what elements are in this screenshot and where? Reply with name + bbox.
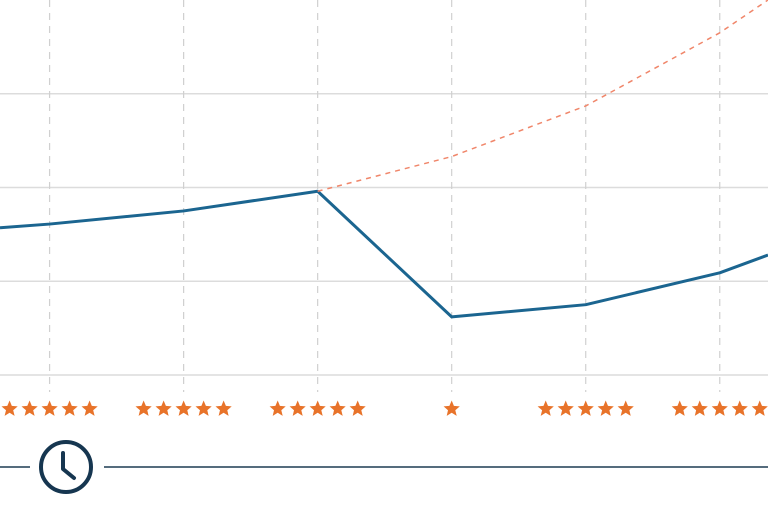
rating-star xyxy=(617,400,634,416)
series-line xyxy=(317,0,768,192)
rating-star xyxy=(61,400,78,416)
clock-icon[interactable] xyxy=(39,440,93,494)
clock-face xyxy=(39,440,93,494)
rating-star xyxy=(597,400,614,416)
rating-star xyxy=(691,400,708,416)
rating-star xyxy=(443,400,460,416)
clock-hands xyxy=(61,451,76,480)
rating-star xyxy=(41,400,58,416)
rating-star xyxy=(671,400,688,416)
rating-star xyxy=(349,400,366,416)
series-line xyxy=(0,189,768,319)
rating-star xyxy=(577,400,594,416)
rating-star xyxy=(731,400,748,416)
rating-star xyxy=(1,400,18,416)
rating-star xyxy=(175,400,192,416)
rating-star xyxy=(215,400,232,416)
rating-star xyxy=(81,400,98,416)
rating-star xyxy=(711,400,728,416)
rating-star xyxy=(155,400,172,416)
rating-star xyxy=(269,400,286,416)
rating-star xyxy=(135,400,152,416)
rating-star xyxy=(195,400,212,416)
rating-star xyxy=(21,400,38,416)
rating-star xyxy=(309,400,326,416)
rating-star xyxy=(751,400,768,416)
rating-star xyxy=(537,400,554,416)
rating-star xyxy=(329,400,346,416)
rating-star xyxy=(557,400,574,416)
rating-star xyxy=(289,400,306,416)
